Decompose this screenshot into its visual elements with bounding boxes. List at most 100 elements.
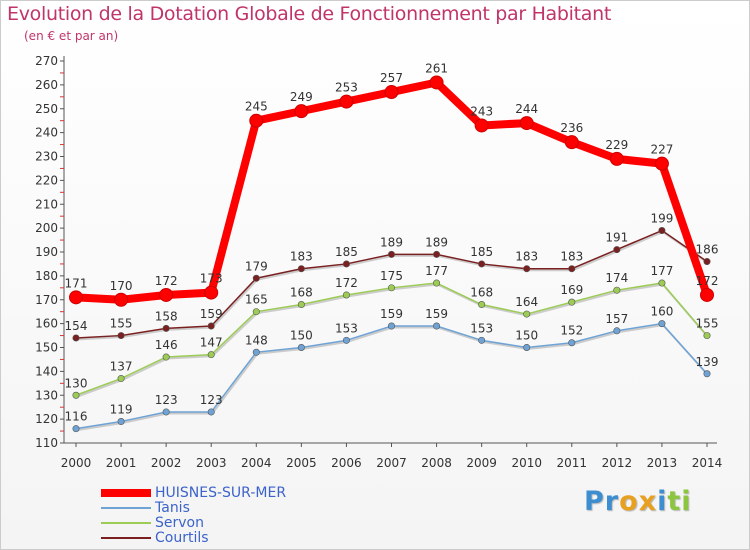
line-chart: 110 120 130 140 150 160 170 180 190 200 210 220 230 2…: [35, 54, 723, 470]
data-point-courtils: [523, 265, 531, 273]
x-tick-label: 2006: [331, 456, 362, 470]
legend-item: HUISNES-SUR-MER: [101, 485, 361, 501]
logo-letter: t: [667, 486, 682, 517]
data-point-tanis: [523, 343, 531, 351]
data-point-servon: [72, 391, 80, 399]
data-label-huisnes-sur-mer: 244: [515, 102, 538, 116]
data-point-servon: [703, 332, 711, 340]
data-point-huisnes-sur-mer: [204, 285, 219, 300]
data-label-courtils: 183: [515, 250, 538, 264]
legend-label: Servon: [155, 515, 204, 531]
data-point-courtils: [72, 334, 80, 342]
proxiti-logo: Proxiti: [584, 486, 692, 517]
data-label-tanis: 152: [560, 324, 583, 338]
chart-title: Evolution de la Dotation Globale de Fonc…: [7, 3, 612, 25]
data-label-tanis: 139: [696, 355, 719, 369]
data-point-huisnes-sur-mer: [700, 287, 714, 302]
data-point-courtils: [433, 250, 441, 258]
data-label-servon: 169: [560, 283, 583, 297]
data-label-tanis: 160: [650, 305, 673, 319]
data-label-tanis: 116: [65, 410, 88, 424]
data-label-huisnes-sur-mer: 253: [335, 81, 358, 95]
x-tick-label: 2007: [376, 456, 407, 470]
data-point-courtils: [703, 258, 711, 266]
data-point-servon: [478, 301, 486, 309]
data-point-courtils: [387, 250, 395, 258]
data-label-servon: 147: [200, 336, 223, 350]
data-point-huisnes-sur-mer: [474, 118, 489, 133]
data-label-courtils: 199: [650, 212, 673, 226]
y-tick-label: 230: [35, 150, 58, 164]
data-point-courtils: [297, 265, 305, 273]
data-point-huisnes-sur-mer: [249, 113, 264, 128]
y-tick-label: 250: [35, 102, 58, 116]
y-tick-label: 220: [35, 173, 58, 187]
x-tick-label: 2014: [692, 456, 723, 470]
logo-letter: P: [584, 486, 605, 517]
data-label-servon: 172: [335, 276, 358, 290]
data-label-huisnes-sur-mer: 261: [425, 61, 448, 75]
logo-letter: r: [604, 486, 620, 517]
data-point-huisnes-sur-mer: [69, 290, 83, 305]
data-point-tanis: [568, 339, 576, 347]
data-point-tanis: [703, 370, 711, 378]
data-label-huisnes-sur-mer: 172: [155, 274, 178, 288]
data-label-huisnes-sur-mer: 257: [380, 71, 403, 85]
series-line-huisnes-sur-mer: [72, 78, 711, 304]
legend-swatch: [101, 489, 151, 497]
data-label-servon: 155: [696, 317, 719, 331]
x-tick-label: 2013: [647, 456, 678, 470]
data-point-courtils: [342, 260, 350, 268]
data-label-huisnes-sur-mer: 236: [560, 121, 583, 135]
legend-label: Tanis: [155, 500, 190, 516]
data-point-courtils: [568, 265, 576, 273]
data-point-tanis: [478, 336, 486, 344]
data-point-courtils: [207, 322, 215, 330]
data-label-huisnes-sur-mer: 229: [605, 138, 628, 152]
data-label-servon: 174: [605, 271, 628, 285]
logo-letter: o: [619, 486, 639, 517]
data-point-tanis: [387, 322, 395, 330]
data-label-courtils: 191: [605, 231, 628, 245]
data-label-servon: 177: [650, 264, 673, 278]
data-point-servon: [297, 301, 305, 309]
data-point-servon: [117, 375, 125, 383]
x-tick-label: 2008: [421, 456, 452, 470]
data-point-huisnes-sur-mer: [159, 287, 174, 302]
data-point-servon: [162, 353, 170, 361]
logo-letter: i: [657, 486, 668, 517]
data-label-courtils: 183: [290, 250, 313, 264]
data-label-courtils: 189: [425, 235, 448, 249]
data-label-courtils: 179: [245, 259, 268, 273]
data-label-huisnes-sur-mer: 245: [245, 100, 268, 114]
data-label-huisnes-sur-mer: 172: [696, 274, 719, 288]
data-label-servon: 146: [155, 338, 178, 352]
data-label-tanis: 150: [515, 329, 538, 343]
data-point-huisnes-sur-mer: [654, 156, 669, 171]
data-label-tanis: 157: [605, 312, 628, 326]
data-label-tanis: 119: [110, 403, 133, 417]
y-tick-label: 120: [35, 412, 58, 426]
data-label-servon: 164: [515, 295, 538, 309]
data-label-courtils: 189: [380, 235, 403, 249]
logo-letter: x: [638, 486, 658, 517]
data-point-huisnes-sur-mer: [429, 75, 444, 90]
y-tick-label: 200: [35, 221, 58, 235]
x-tick-label: 2001: [106, 456, 137, 470]
data-point-courtils: [478, 260, 486, 268]
legend: HUISNES-SUR-MER Tanis Servon Courtils: [101, 485, 361, 546]
y-tick-label: 110: [35, 436, 58, 450]
data-label-tanis: 159: [425, 307, 448, 321]
data-point-servon: [613, 286, 621, 294]
data-point-servon: [387, 284, 395, 292]
data-point-huisnes-sur-mer: [294, 104, 309, 119]
y-tick-label: 260: [35, 78, 58, 92]
data-label-huisnes-sur-mer: 173: [200, 272, 223, 286]
data-label-courtils: 154: [65, 319, 88, 333]
data-point-huisnes-sur-mer: [519, 116, 534, 131]
chart-subtitle: (en € et par an): [24, 29, 119, 43]
x-tick-label: 2009: [466, 456, 497, 470]
data-label-tanis: 148: [245, 333, 268, 347]
data-label-huisnes-sur-mer: 243: [470, 104, 493, 118]
